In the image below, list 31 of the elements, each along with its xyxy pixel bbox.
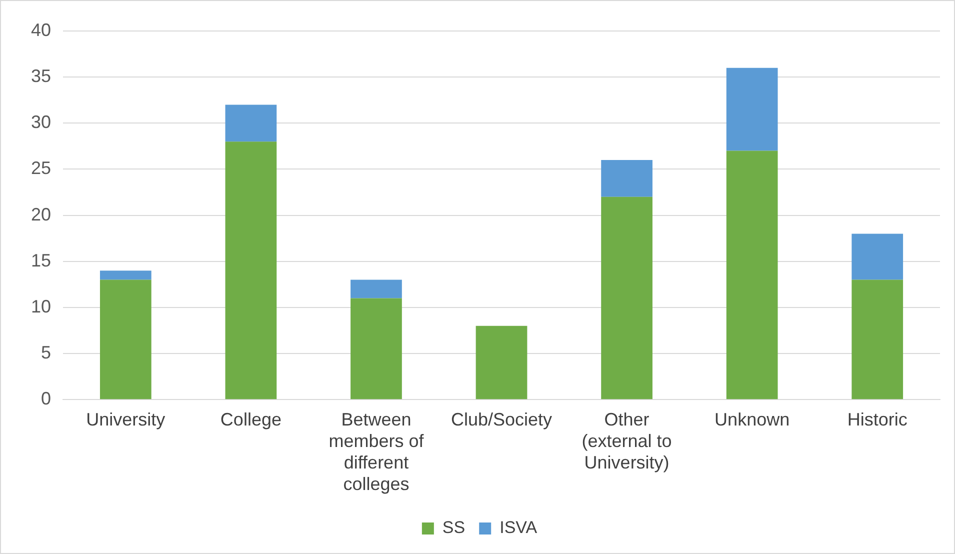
bar bbox=[350, 298, 402, 400]
bar bbox=[601, 196, 652, 400]
y-tick-label: 40 bbox=[30, 20, 52, 40]
bar bbox=[726, 150, 778, 400]
y-tick-label: 20 bbox=[30, 204, 52, 224]
bar bbox=[852, 280, 904, 400]
x-tick-label: Other (external to University) bbox=[582, 409, 672, 473]
legend-label: ISVA bbox=[500, 518, 538, 538]
bar bbox=[726, 68, 778, 151]
x-tick-label: Between members of different colleges bbox=[328, 409, 425, 494]
y-tick-label: 30 bbox=[30, 112, 52, 132]
bar bbox=[225, 142, 277, 400]
bar bbox=[476, 326, 528, 400]
x-tick-label: Historic bbox=[847, 409, 908, 430]
bar bbox=[601, 160, 652, 197]
legend-label: SS bbox=[442, 518, 466, 538]
y-tick-label: 10 bbox=[30, 296, 52, 316]
x-tick-label: College bbox=[220, 409, 282, 430]
y-tick-label: 35 bbox=[30, 66, 52, 86]
bar bbox=[350, 280, 402, 298]
bar bbox=[852, 234, 904, 280]
y-tick-label: 0 bbox=[41, 388, 52, 409]
y-tick-label: 25 bbox=[30, 158, 52, 178]
y-tick-label: 15 bbox=[30, 250, 52, 270]
x-tick-label: Club/Society bbox=[450, 409, 552, 430]
bar bbox=[100, 270, 152, 280]
bar bbox=[100, 280, 152, 400]
x-tick-label: Unknown bbox=[714, 409, 790, 430]
x-tick-label: University bbox=[86, 409, 166, 430]
y-tick-label: 5 bbox=[41, 342, 52, 362]
bar bbox=[225, 104, 277, 142]
